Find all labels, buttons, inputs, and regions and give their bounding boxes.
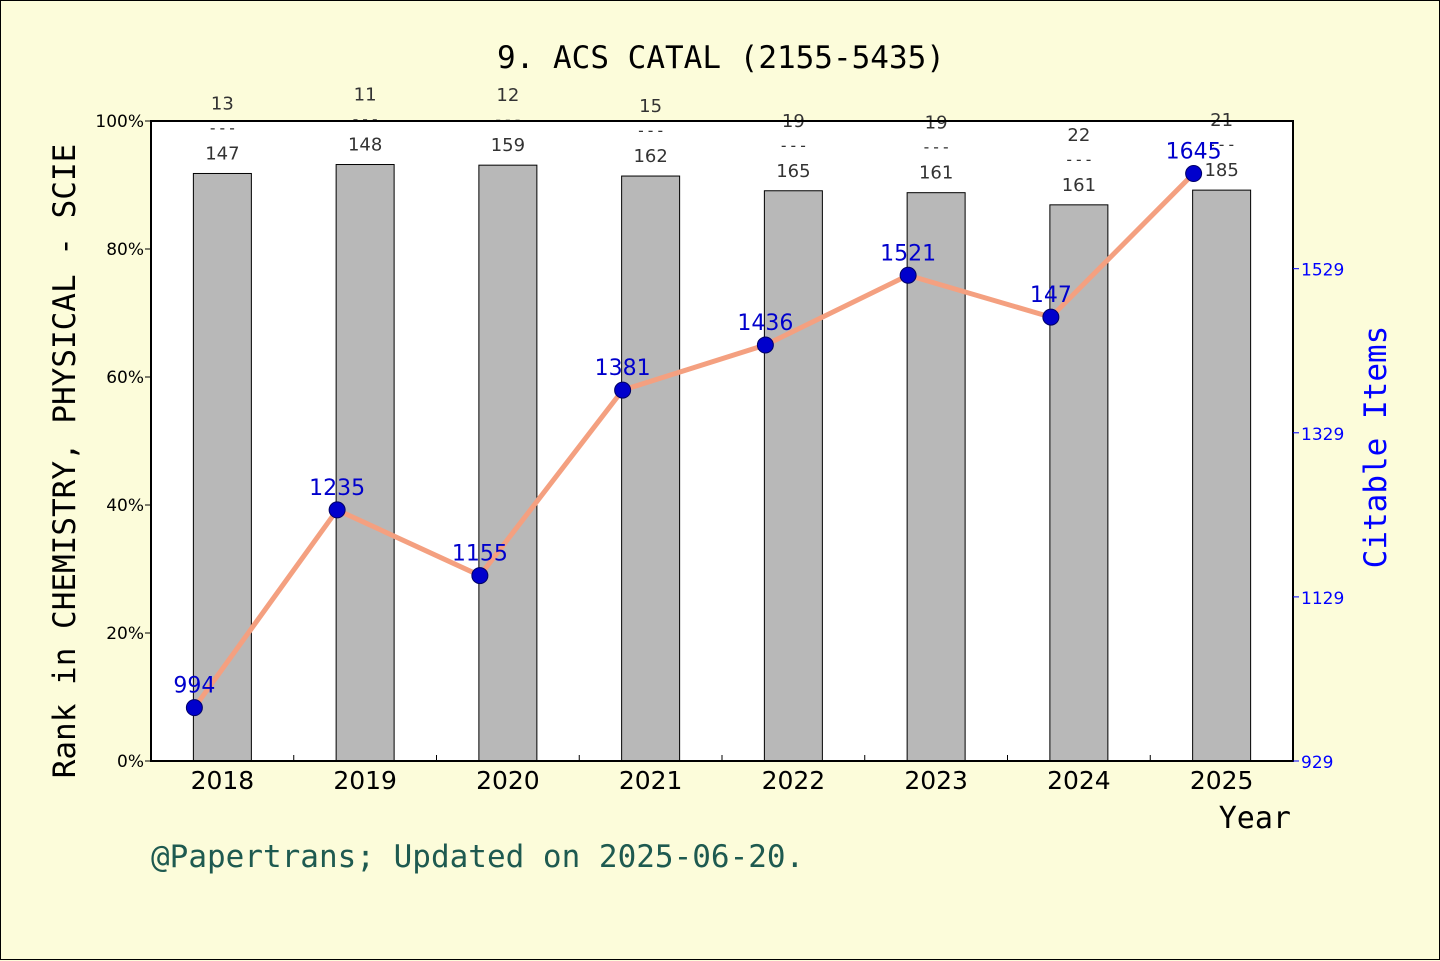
- line-point-2024: [1042, 308, 1060, 326]
- bar-label-separator: ---: [493, 110, 522, 129]
- left-tick-label: 20%: [106, 624, 144, 644]
- bar-label-separator: ---: [779, 136, 808, 155]
- bar-2024: [1049, 204, 1109, 762]
- right-tick-label: 1129: [1301, 589, 1344, 609]
- bar-label-separator: ---: [1064, 150, 1093, 169]
- bar-2025: [1192, 189, 1252, 762]
- citable-items-line: [191, 171, 1197, 711]
- bar-label-bottom: 185: [1204, 160, 1238, 181]
- bar-label-separator: ---: [208, 118, 237, 137]
- bar-label-bottom: 161: [919, 163, 953, 184]
- bar-2022: [763, 190, 823, 762]
- line-point-2021: [614, 381, 632, 399]
- x-tick-label: 2024: [1047, 766, 1111, 795]
- left-tick-label: 40%: [106, 496, 144, 516]
- line-point-2025: [1185, 165, 1203, 183]
- x-tick-label: 2022: [762, 766, 826, 795]
- bar-label-top: 15: [639, 96, 662, 117]
- bar-label-bottom: 148: [348, 135, 382, 156]
- bar-label-bottom: 165: [776, 161, 810, 182]
- line-point-2022: [756, 336, 774, 354]
- line-point-2020: [471, 567, 489, 585]
- left-tick-label: 60%: [106, 368, 144, 388]
- left-tick-label: 100%: [95, 112, 144, 132]
- bar-label-top: 11: [354, 85, 377, 106]
- line-value-label: 1235: [309, 476, 365, 501]
- right-tick-label: 1529: [1301, 261, 1344, 281]
- bar-label-bottom: 162: [633, 146, 667, 167]
- x-tick-label: 2018: [191, 766, 255, 795]
- bar-label-bottom: 159: [491, 135, 525, 156]
- bar-label-separator: ---: [636, 121, 665, 140]
- bar-label-bottom: 161: [1062, 175, 1096, 196]
- line-point-2019: [328, 501, 346, 519]
- bar-2018: [192, 172, 252, 762]
- line-point-2023: [899, 266, 917, 284]
- bar-2020: [478, 164, 538, 762]
- right-tick-label: 929: [1301, 753, 1333, 773]
- x-tick-label: 2025: [1190, 766, 1254, 795]
- line-value-label: 1436: [737, 311, 793, 336]
- bar-2021: [621, 175, 681, 762]
- bar-label-top: 12: [496, 85, 519, 106]
- line-value-label: 994: [173, 674, 215, 699]
- bar-label-top: 19: [925, 113, 948, 134]
- plot-background: [151, 121, 1293, 761]
- x-axis-label: Year: [1219, 801, 1291, 836]
- left-tick-label: 80%: [106, 240, 144, 260]
- line-value-label: 1381: [595, 356, 651, 381]
- x-tick-label: 2020: [476, 766, 540, 795]
- footer-text: @Papertrans; Updated on 2025-06-20.: [151, 839, 804, 875]
- right-tick-label: 1329: [1301, 425, 1344, 445]
- bar-2019: [335, 164, 395, 762]
- left-axis-label: Rank in CHEMISTRY, PHYSICAL - SCIE: [47, 144, 83, 779]
- line-value-label: 1645: [1166, 140, 1222, 165]
- x-tick-label: 2021: [619, 766, 683, 795]
- line-value-label: 147: [1030, 283, 1072, 308]
- plot-area: 13 --- 147 11 --- 148 12 --- 159 15 --- 162 19 --- 165…: [95, 85, 1344, 795]
- bar-label-top: 13: [211, 93, 234, 114]
- line-point-2018: [185, 699, 203, 717]
- line-value-label: 1155: [452, 542, 508, 567]
- right-axis-label: Citable Items: [1358, 326, 1394, 569]
- chart-title: 9. ACS CATAL (2155-5435): [497, 40, 945, 76]
- x-tick-label: 2019: [333, 766, 397, 795]
- bar-label-separator: ---: [922, 138, 951, 157]
- bar-label-bottom: 147: [205, 143, 239, 164]
- left-tick-label: 0%: [117, 752, 144, 772]
- x-tick-label: 2023: [904, 766, 968, 795]
- bar-label-top: 22: [1067, 125, 1090, 146]
- bar-label-separator: ---: [1207, 135, 1236, 154]
- line-value-label: 1521: [880, 241, 936, 266]
- bar-label-separator: ---: [351, 110, 380, 129]
